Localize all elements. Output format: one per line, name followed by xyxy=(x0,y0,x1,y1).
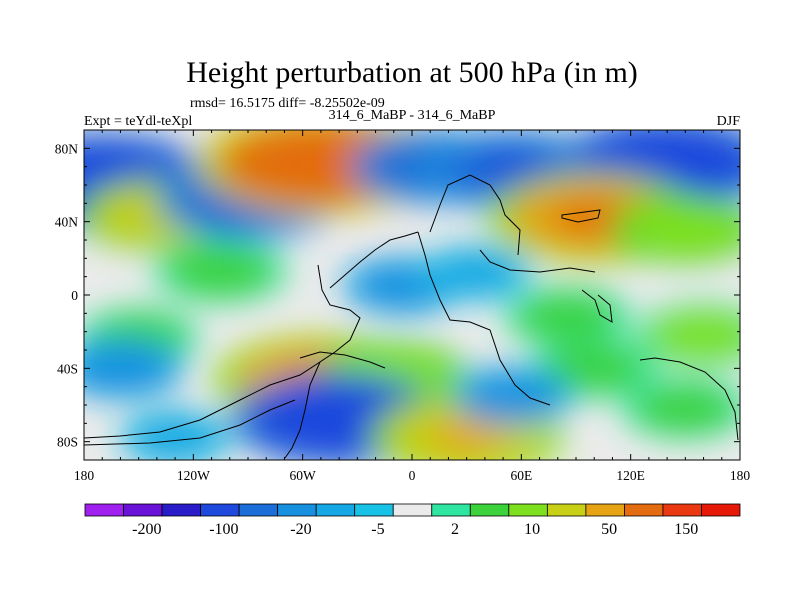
anomaly-core-9 xyxy=(166,245,275,297)
colorbar-label-0: -200 xyxy=(132,521,161,538)
x-tick-label-1: 120W xyxy=(177,468,210,483)
colorbar-label-4: 2 xyxy=(451,521,459,538)
colorbar-swatch-6 xyxy=(315,503,356,517)
colorbar: -200 -100 -20 -5 2 10 50 150 xyxy=(84,503,741,538)
plot-field xyxy=(84,130,740,460)
y-tick-label-0: 80N xyxy=(55,141,79,156)
coastline-africa xyxy=(417,231,551,406)
anomaly-peak-5 xyxy=(475,153,550,187)
anomaly-field xyxy=(84,130,740,460)
colorbar-swatch-10 xyxy=(469,503,510,517)
colorbar-label-6: 50 xyxy=(601,521,617,538)
anomaly-core-8 xyxy=(624,201,740,257)
coastline-australia xyxy=(639,357,739,441)
right-label: DJF xyxy=(717,114,741,129)
colorbar-label-3: -5 xyxy=(371,521,384,538)
colorbar-label-1: -100 xyxy=(209,521,238,538)
anomaly-core-13 xyxy=(647,308,740,362)
x-tick-label-4: 60E xyxy=(510,468,532,483)
anomaly-core-21 xyxy=(463,371,562,420)
y-axis: 80N 40N 0 40S 80S xyxy=(55,129,740,461)
y-tick-label-4: 80S xyxy=(57,435,78,450)
colorbar-swatch-4 xyxy=(238,503,279,517)
colorbar-label-2: -20 xyxy=(290,521,311,538)
colorbar-swatch-14 xyxy=(624,503,664,517)
colorbar-swatch-2 xyxy=(161,503,201,517)
colorbar-swatch-0 xyxy=(84,503,124,517)
anomaly-core-23 xyxy=(129,415,221,460)
colorbar-swatch-5 xyxy=(277,503,317,517)
x-tick-label-6: 180 xyxy=(730,468,751,483)
coastline-antarctica-1 xyxy=(84,361,321,439)
stats-text: rmsd= 16.5175 diff= -8.25502e-09 xyxy=(190,96,385,111)
colorbar-swatch-3 xyxy=(200,503,240,517)
y-tick-label-1: 40N xyxy=(55,215,79,230)
coastlines xyxy=(84,174,739,459)
colorbar-swatch-11 xyxy=(508,503,548,517)
x-tick-label-0: 180 xyxy=(74,468,95,483)
anomaly-peak-18 xyxy=(295,400,383,439)
chart-title: Height perturbation at 500 hPa (in m) xyxy=(186,56,638,89)
anomaly-core-11 xyxy=(430,250,521,296)
coastline-south-america xyxy=(284,264,361,459)
center-label: 314_6_MaBP - 314_6_MaBP xyxy=(329,108,496,123)
coastline-antarctica-2 xyxy=(84,399,296,446)
coastline-north-america xyxy=(329,231,419,289)
x-tick-label-5: 120E xyxy=(616,468,645,483)
x-tick-label-2: 60W xyxy=(290,468,317,483)
coastline-arabia xyxy=(479,249,596,273)
anomaly-core-12 xyxy=(515,292,619,342)
anomaly-core-20 xyxy=(542,343,646,394)
colorbar-swatch-7 xyxy=(354,503,394,517)
left-label: Expt = teYdl-teXpl xyxy=(84,114,192,129)
anomaly-peak-6 xyxy=(623,144,711,182)
coastline-europe xyxy=(429,174,521,256)
coastline-antarctica-3 xyxy=(299,351,386,369)
y-tick-label-2: 0 xyxy=(71,288,78,303)
anomaly-peak-19 xyxy=(427,418,506,454)
colorbar-swatch-8 xyxy=(392,503,433,517)
colorbar-swatch-12 xyxy=(546,503,587,517)
colorbar-swatch-13 xyxy=(585,503,625,517)
colorbar-label-5: 10 xyxy=(524,521,540,538)
coastline-asia xyxy=(561,209,601,223)
anomaly-core-22 xyxy=(633,383,737,434)
anomaly-core-15 xyxy=(84,343,172,394)
colorbar-swatch-16 xyxy=(701,503,741,517)
colorbar-swatch-9 xyxy=(431,503,471,517)
colorbar-swatch-15 xyxy=(662,503,702,517)
colorbar-label-7: 150 xyxy=(674,521,698,538)
x-axis: 180 120W 60W 0 60E 120E 180 xyxy=(74,130,751,483)
colorbar-swatch-1 xyxy=(123,503,163,517)
y-tick-label-3: 40S xyxy=(57,361,78,376)
x-tick-label-3: 0 xyxy=(409,468,416,483)
coastline-southeast-asia xyxy=(581,289,613,323)
anomaly-peak-3 xyxy=(270,141,372,185)
